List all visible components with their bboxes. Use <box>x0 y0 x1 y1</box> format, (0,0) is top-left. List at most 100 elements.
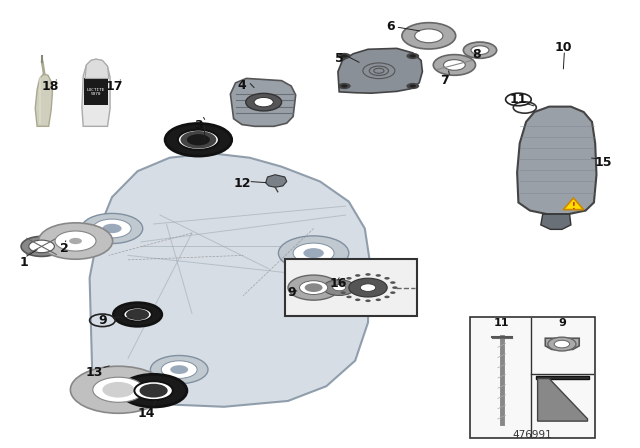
Ellipse shape <box>384 277 390 280</box>
Ellipse shape <box>376 274 381 277</box>
Polygon shape <box>538 379 588 421</box>
Ellipse shape <box>444 60 465 70</box>
Text: 9: 9 <box>558 319 566 328</box>
Ellipse shape <box>126 309 149 320</box>
Ellipse shape <box>346 296 352 298</box>
Ellipse shape <box>165 124 232 156</box>
Ellipse shape <box>140 384 168 397</box>
Ellipse shape <box>29 240 54 253</box>
FancyBboxPatch shape <box>470 317 595 438</box>
Ellipse shape <box>38 223 113 259</box>
Text: 1: 1 <box>20 255 29 269</box>
Ellipse shape <box>246 93 282 111</box>
Ellipse shape <box>102 224 122 233</box>
Ellipse shape <box>340 291 346 294</box>
Ellipse shape <box>170 365 188 374</box>
Ellipse shape <box>150 356 208 383</box>
Ellipse shape <box>178 130 219 150</box>
Ellipse shape <box>433 55 476 75</box>
Ellipse shape <box>323 280 355 296</box>
Ellipse shape <box>113 302 162 327</box>
Text: 6: 6 <box>386 20 395 34</box>
Ellipse shape <box>360 284 376 291</box>
Ellipse shape <box>341 84 348 87</box>
Ellipse shape <box>346 277 352 280</box>
Ellipse shape <box>302 284 325 296</box>
Text: 11: 11 <box>494 319 509 328</box>
Ellipse shape <box>376 298 381 301</box>
Text: 17: 17 <box>105 79 123 93</box>
Text: 10: 10 <box>554 40 572 54</box>
Ellipse shape <box>21 237 62 256</box>
Ellipse shape <box>340 281 346 284</box>
Ellipse shape <box>349 278 387 297</box>
Ellipse shape <box>355 298 360 301</box>
Ellipse shape <box>415 29 443 43</box>
Ellipse shape <box>338 83 351 89</box>
Ellipse shape <box>161 361 197 379</box>
Ellipse shape <box>81 213 143 244</box>
Text: 3: 3 <box>194 119 203 132</box>
Text: 7: 7 <box>440 74 449 87</box>
Ellipse shape <box>93 377 144 402</box>
Ellipse shape <box>120 375 187 407</box>
Ellipse shape <box>180 131 216 149</box>
Ellipse shape <box>70 366 166 413</box>
Text: 16: 16 <box>329 276 347 290</box>
Ellipse shape <box>548 337 576 351</box>
Ellipse shape <box>307 287 320 293</box>
Ellipse shape <box>339 286 344 289</box>
Polygon shape <box>541 214 571 229</box>
Ellipse shape <box>402 23 456 49</box>
Text: 4: 4 <box>237 78 246 92</box>
Ellipse shape <box>355 274 360 277</box>
Ellipse shape <box>463 42 497 58</box>
Ellipse shape <box>554 340 570 348</box>
Text: 11: 11 <box>509 93 527 106</box>
FancyBboxPatch shape <box>285 259 417 316</box>
Polygon shape <box>230 78 296 126</box>
Text: 8: 8 <box>472 48 481 61</box>
Polygon shape <box>90 153 370 407</box>
Polygon shape <box>84 78 108 105</box>
Polygon shape <box>338 48 422 93</box>
Ellipse shape <box>341 55 348 58</box>
Ellipse shape <box>365 299 371 302</box>
Text: !: ! <box>572 202 575 211</box>
Polygon shape <box>266 175 287 187</box>
Text: 2: 2 <box>60 242 68 255</box>
Ellipse shape <box>392 286 397 289</box>
Polygon shape <box>35 74 52 126</box>
Text: 15: 15 <box>594 155 612 169</box>
Polygon shape <box>85 59 109 78</box>
Ellipse shape <box>406 83 419 89</box>
Text: LOCTITE
5970: LOCTITE 5970 <box>87 87 105 96</box>
Ellipse shape <box>124 308 152 321</box>
Ellipse shape <box>93 219 131 238</box>
Ellipse shape <box>338 53 351 59</box>
Ellipse shape <box>55 231 96 251</box>
Ellipse shape <box>390 291 396 294</box>
Ellipse shape <box>300 281 328 294</box>
Ellipse shape <box>134 381 173 400</box>
Ellipse shape <box>187 134 210 146</box>
Ellipse shape <box>278 236 349 271</box>
Polygon shape <box>517 107 596 214</box>
Ellipse shape <box>365 273 371 276</box>
Polygon shape <box>545 338 579 349</box>
Ellipse shape <box>410 55 416 58</box>
Text: 14: 14 <box>137 406 155 420</box>
Ellipse shape <box>333 284 346 291</box>
Text: 5: 5 <box>335 52 344 65</box>
Ellipse shape <box>69 238 82 244</box>
Polygon shape <box>536 376 589 379</box>
Ellipse shape <box>293 243 334 263</box>
Ellipse shape <box>303 248 324 258</box>
Ellipse shape <box>254 98 273 107</box>
Polygon shape <box>82 59 110 126</box>
Text: 9: 9 <box>287 285 296 299</box>
Text: 9: 9 <box>98 314 107 327</box>
Ellipse shape <box>384 296 390 298</box>
Text: 18: 18 <box>41 79 59 93</box>
Ellipse shape <box>305 283 323 292</box>
